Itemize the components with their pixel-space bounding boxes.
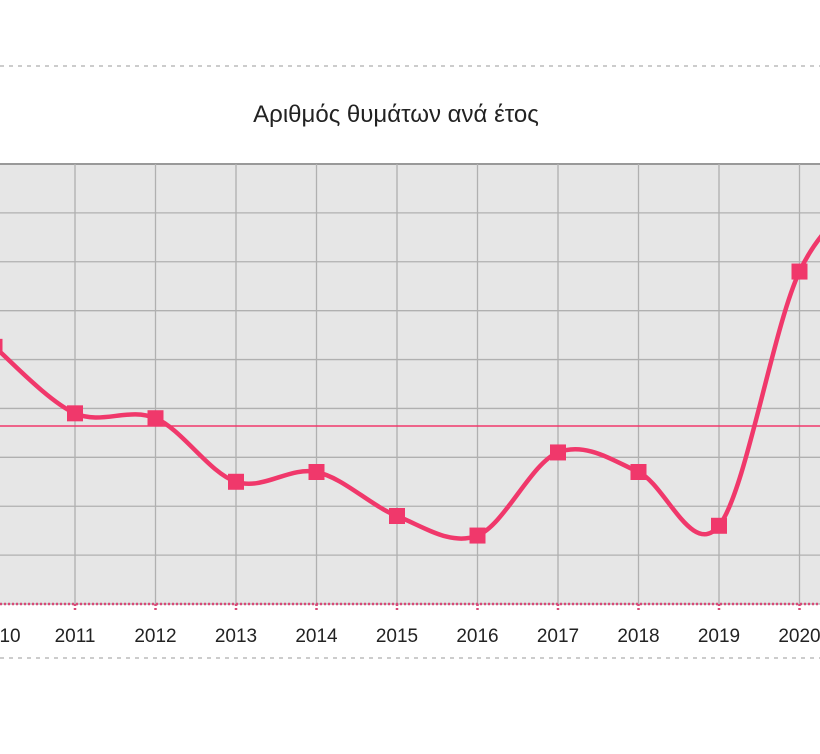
x-tick-label: 2017	[537, 626, 579, 647]
x-tick-label: 2019	[698, 626, 740, 647]
data-point-marker	[469, 527, 486, 544]
x-tick-label: 2020	[778, 626, 820, 647]
x-tick-label: 2012	[134, 626, 176, 647]
data-point-marker	[389, 508, 405, 524]
chart-title: Αριθμός θυμάτων ανά έτος	[253, 101, 539, 128]
data-point-marker	[308, 464, 325, 480]
data-point-marker	[228, 473, 244, 490]
x-tick-label: 2016	[456, 626, 498, 647]
data-point-marker	[67, 405, 83, 422]
data-point-marker	[711, 517, 727, 534]
x-tick-label: 10	[0, 626, 21, 647]
data-point-marker	[791, 263, 808, 280]
plot-area	[0, 164, 820, 604]
x-tick-label: 2018	[617, 626, 659, 647]
x-tick-label: 2015	[376, 626, 418, 647]
x-tick-label: 2013	[215, 626, 257, 647]
data-point-marker	[550, 444, 566, 461]
data-point-marker	[147, 410, 164, 427]
x-tick-label: 2014	[295, 626, 338, 647]
x-tick-label: 2011	[55, 626, 96, 647]
data-point-marker	[630, 464, 647, 480]
data-point-marker	[0, 338, 3, 355]
